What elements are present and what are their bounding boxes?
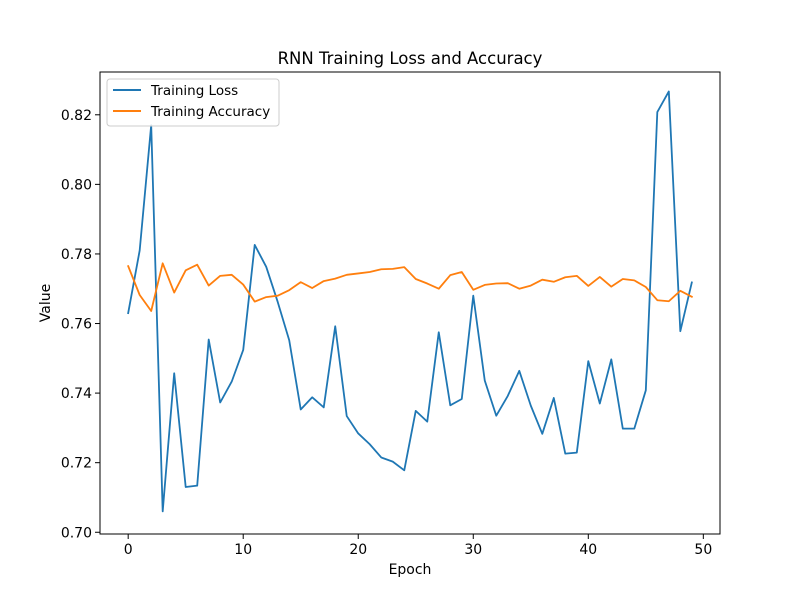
series-line-training-loss xyxy=(127,90,693,513)
legend-label-training-accuracy: Training Accuracy xyxy=(150,104,270,120)
plot-frame xyxy=(99,71,721,535)
x-tick-label: 10 xyxy=(234,542,252,558)
legend: Training Loss Training Accuracy xyxy=(106,78,280,127)
legend-box xyxy=(106,78,280,127)
x-axis-label: Epoch xyxy=(389,562,432,578)
chart-title: RNN Training Loss and Accuracy xyxy=(278,49,543,68)
y-axis-label: Value xyxy=(38,284,54,322)
y-tick-label: 0.70 xyxy=(61,525,92,541)
y-tick-label: 0.74 xyxy=(61,386,92,402)
y-tick-label: 0.82 xyxy=(61,108,92,124)
x-tick-label: 20 xyxy=(349,542,367,558)
y-tick-label: 0.72 xyxy=(61,456,92,472)
x-tick-label: 30 xyxy=(464,542,482,558)
x-tick-label: 0 xyxy=(124,542,133,558)
y-tick-label: 0.76 xyxy=(61,317,92,333)
y-tick-label: 0.78 xyxy=(61,247,92,263)
y-axis-ticks: 0.70 0.72 0.74 0.76 0.78 0.80 0.82 xyxy=(61,108,100,541)
x-tick-label: 40 xyxy=(579,542,597,558)
y-tick-label: 0.80 xyxy=(61,177,92,193)
series-line-training-accuracy xyxy=(127,262,694,312)
x-axis-ticks: 0 10 20 30 40 50 xyxy=(124,534,712,558)
legend-label-training-loss: Training Loss xyxy=(150,83,238,99)
plot-lines xyxy=(127,90,694,513)
x-tick-label: 50 xyxy=(694,542,712,558)
